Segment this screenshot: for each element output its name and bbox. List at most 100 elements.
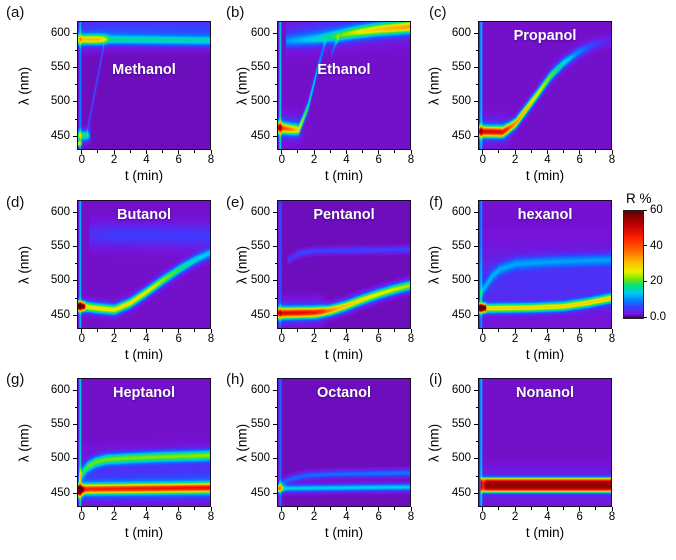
x-tick-mark — [210, 507, 212, 511]
y-tick-label: 600 — [50, 383, 70, 396]
x-tick-mark — [482, 507, 484, 511]
y-tick-mark — [73, 389, 77, 391]
y-axis-label: λ (nm) — [16, 245, 32, 284]
y-tick-label: 450 — [50, 308, 70, 321]
y-tick-mark — [474, 246, 478, 248]
x-minor-tick-mark — [97, 507, 99, 510]
plot-area-h: Octanol — [277, 378, 411, 507]
x-tick-mark — [210, 329, 212, 333]
x-tick-mark — [313, 507, 315, 511]
y-tick-mark — [273, 458, 277, 460]
colorbar-tick-label: 60 — [650, 204, 663, 216]
x-tick-mark — [178, 507, 180, 511]
y-tick-mark — [73, 280, 77, 282]
colorbar-tick-mark — [643, 316, 647, 318]
x-tick-mark — [611, 150, 613, 154]
y-tick-mark — [73, 424, 77, 426]
y-minor-tick-mark — [274, 441, 277, 443]
x-minor-tick-mark — [362, 329, 364, 332]
panel-letter-g: (g) — [6, 371, 25, 388]
y-minor-tick-mark — [74, 118, 77, 120]
y-tick-label: 500 — [451, 274, 471, 287]
panel-title-d: Butanol — [117, 207, 171, 223]
x-minor-tick-mark — [530, 507, 532, 510]
y-minor-tick-mark — [475, 475, 478, 477]
x-minor-tick-mark — [563, 507, 565, 510]
panel-title-e: Pentanol — [313, 207, 375, 223]
y-minor-tick-mark — [475, 263, 478, 265]
x-minor-tick-mark — [595, 507, 597, 510]
x-tick-mark — [313, 329, 315, 333]
colorbar-tick-mark — [643, 209, 647, 211]
y-minor-tick-mark — [74, 475, 77, 477]
y-tick-mark — [273, 389, 277, 391]
colorbar-tick-label: 20 — [650, 275, 663, 288]
x-minor-tick-mark — [97, 329, 99, 332]
y-tick-label: 600 — [250, 26, 270, 39]
y-tick-mark — [273, 492, 277, 494]
y-tick-label: 550 — [451, 418, 471, 431]
x-tick-label: 6 — [375, 154, 382, 166]
x-tick-mark — [514, 507, 516, 511]
y-minor-tick-mark — [74, 297, 77, 299]
x-tick-label: 4 — [343, 154, 350, 166]
y-minor-tick-mark — [74, 441, 77, 443]
x-minor-tick-mark — [530, 150, 532, 153]
y-tick-label: 500 — [451, 95, 471, 108]
y-minor-tick-mark — [274, 50, 277, 51]
y-tick-label: 600 — [451, 383, 471, 396]
x-tick-mark — [81, 329, 83, 333]
y-minor-tick-mark — [74, 407, 77, 408]
plot-area-e: Pentanol — [277, 200, 411, 329]
heatmap-canvas-d — [78, 201, 210, 328]
x-axis-label: t (min) — [324, 347, 364, 362]
y-tick-mark — [273, 424, 277, 426]
x-tick-mark — [410, 329, 412, 333]
y-tick-mark — [73, 32, 77, 34]
y-tick-label: 550 — [50, 418, 70, 431]
x-tick-mark — [410, 150, 412, 154]
panel-letter-d: (d) — [6, 194, 25, 211]
x-tick-mark — [113, 329, 115, 333]
heatmap-canvas-b — [278, 22, 410, 149]
x-tick-mark — [579, 329, 581, 333]
y-tick-mark — [474, 314, 478, 316]
x-minor-tick-mark — [563, 150, 565, 153]
y-tick-mark — [273, 211, 277, 213]
y-tick-label: 550 — [50, 240, 70, 253]
x-minor-tick-mark — [394, 329, 396, 332]
panel-letter-c: (c) — [429, 4, 447, 21]
y-tick-mark — [73, 246, 77, 248]
x-tick-mark — [482, 150, 484, 154]
panel-letter-h: (h) — [226, 371, 245, 388]
heatmap-canvas-a — [78, 22, 210, 149]
x-tick-label: 0 — [78, 511, 86, 523]
y-tick-mark — [474, 101, 478, 103]
x-tick-label: 8 — [608, 154, 616, 166]
y-minor-tick-mark — [274, 407, 277, 408]
x-tick-label: 0 — [278, 511, 286, 523]
y-tick-mark — [273, 67, 277, 69]
x-tick-label: 6 — [175, 333, 182, 345]
y-tick-mark — [273, 135, 277, 137]
x-minor-tick-mark — [329, 507, 331, 510]
colorbar-title: R % — [626, 191, 652, 206]
y-tick-label: 550 — [451, 61, 471, 74]
x-tick-label: 0 — [479, 333, 487, 345]
colorbar-tick-label: 40 — [650, 239, 663, 252]
y-tick-label: 600 — [250, 383, 270, 396]
x-tick-label: 2 — [110, 154, 118, 166]
y-tick-mark — [474, 280, 478, 282]
x-minor-tick-mark — [362, 150, 364, 153]
x-tick-label: 4 — [143, 511, 150, 523]
colorbar — [623, 210, 644, 319]
y-tick-label: 500 — [250, 452, 270, 465]
heatmap-canvas-i — [479, 379, 611, 506]
plot-area-i: Nonanol — [478, 378, 612, 507]
heatmap-canvas-e — [278, 201, 410, 328]
x-tick-mark — [281, 507, 283, 511]
x-axis-label: t (min) — [525, 347, 565, 362]
x-minor-tick-mark — [129, 150, 131, 153]
x-tick-label: 8 — [207, 154, 215, 166]
y-tick-label: 500 — [451, 452, 471, 465]
